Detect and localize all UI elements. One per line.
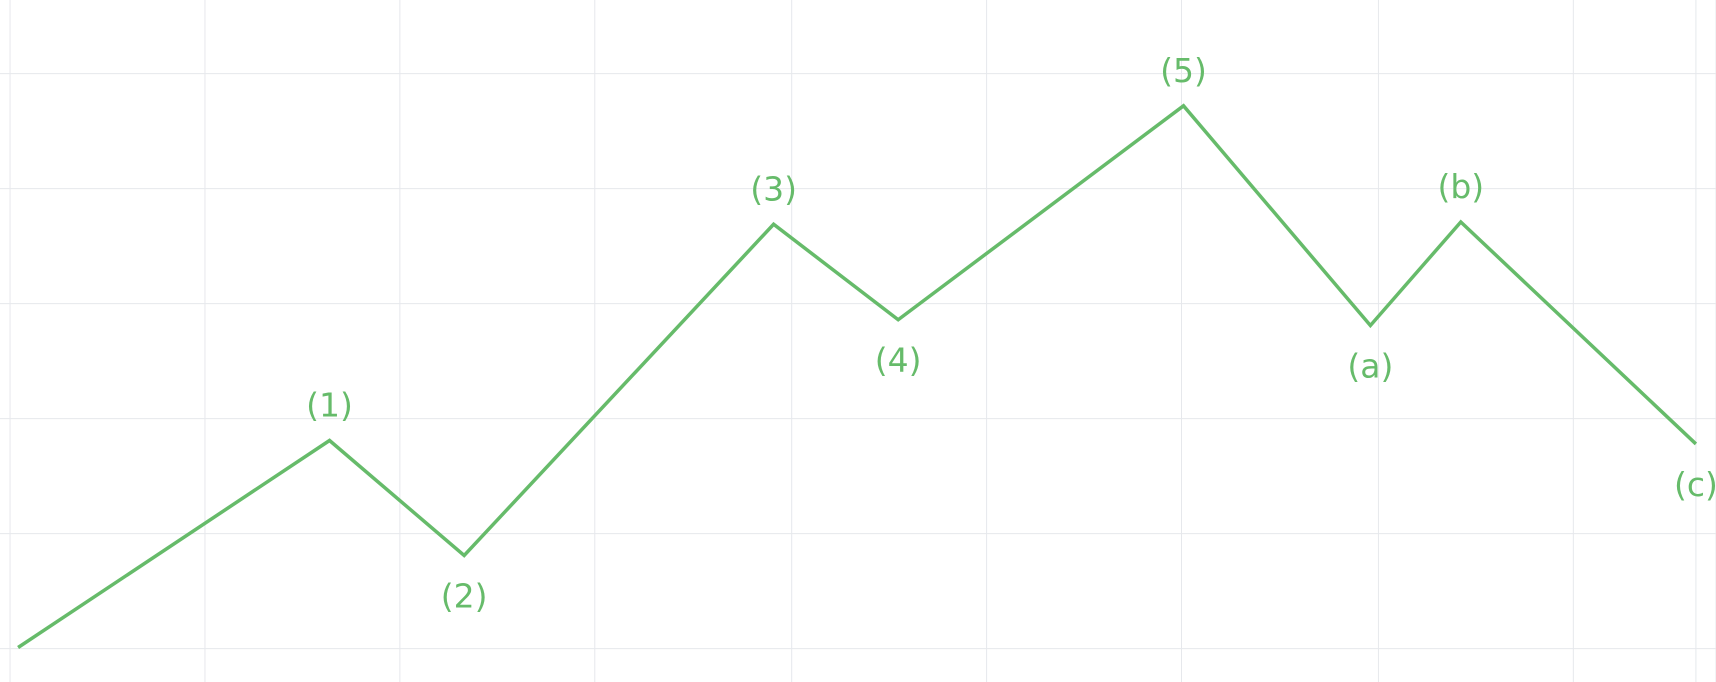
- chart-series: [17, 103, 1698, 649]
- wave-point-label: (4): [875, 341, 922, 380]
- wave-point-label: (5): [1160, 51, 1207, 90]
- wave-point-label: (2): [441, 576, 488, 615]
- wave-point-label: (a): [1347, 346, 1393, 385]
- wave-point-label: (b): [1437, 167, 1484, 206]
- wave-line: [17, 103, 1698, 649]
- wave-point-label: (1): [306, 385, 353, 424]
- wave-labels: (1) (2) (3) (4) (5) (a) (b) (c): [306, 51, 1716, 616]
- wave-point-label: (3): [750, 169, 797, 208]
- wave-point-label: (c): [1674, 465, 1716, 504]
